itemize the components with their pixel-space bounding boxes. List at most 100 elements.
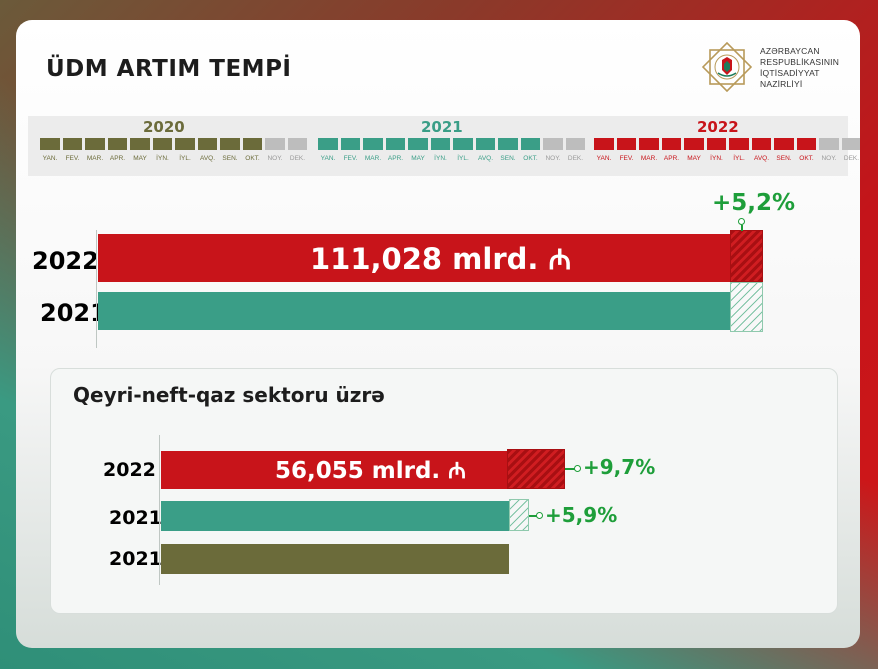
timeline-month-label: NOY. [821,155,837,162]
growth-marker-stem [741,225,743,231]
timeline-month-label: OKT. [799,155,814,162]
timeline-month-segment [706,138,726,150]
growth-increment-2022 [507,449,565,489]
timeline-month-label: YAN. [42,155,58,162]
timeline-month-label: İYL. [733,155,745,162]
timeline-month-label: AVQ. [477,155,494,162]
timeline-month-segment [130,138,150,150]
timeline-month-segment [616,138,636,150]
timeline-month-segment [385,138,405,150]
bar-2022 [161,451,508,489]
bar-value-label: 111,028 mlrd. ₼ [310,240,571,278]
timeline-month-label: FEV. [343,155,358,162]
timeline-month-segment [841,138,860,150]
timeline-month-label: MAR. [86,155,104,162]
timeline-month-segment [220,138,240,150]
timeline-month-label: DEK. [289,155,306,162]
timeline-month-segment [819,138,839,150]
timeline-month-label: APR. [663,155,680,162]
timeline-month-segment [565,138,585,150]
timeline-year-label: 2020 [143,118,185,136]
ministry-name: AZƏRBAYCAN RESPUBLİKASININ İQTİSADİYYAT … [760,46,856,90]
tick-label-2021: 2021 [109,507,162,529]
chart-axis [96,230,97,348]
manat-icon: ₼ [448,459,466,484]
timeline-month-label: MAY [687,155,701,162]
timeline-month-segment [684,138,704,150]
growth-marker [738,218,745,225]
timeline-month-segment [520,138,540,150]
timeline-year-label: 2022 [697,118,739,136]
timeline-month-segment [729,138,749,150]
timeline-month-label: NOY. [267,155,283,162]
bar-2021-base [161,544,510,574]
timeline-month-segment [107,138,127,150]
timeline-month-segment [751,138,771,150]
chart-axis [159,435,160,585]
panel-title: Qeyri-neft-qaz sektoru üzrə [73,383,385,407]
timeline-month-segment [197,138,217,150]
ministry-emblem-icon [702,42,752,92]
timeline-month-label: İYN. [434,155,447,162]
timeline-month-segment [363,138,383,150]
growth-label-2022: +9,7% [583,455,656,479]
timeline-month-label: APR. [387,155,404,162]
timeline-month-segment [265,138,285,150]
timeline-month-label: SEN. [500,155,516,162]
timeline-month-segment [594,138,614,150]
growth-marker [536,512,543,519]
manat-icon: ₼ [548,243,572,276]
timeline-month-label: İYN. [710,155,723,162]
timeline-month-segment [661,138,681,150]
timeline-month-label: MAY [411,155,425,162]
timeline-month-label: YAN. [596,155,612,162]
timeline-month-segment [498,138,518,150]
growth-increment-2021 [509,499,530,531]
timeline-month-segment [287,138,307,150]
period-timeline: 2020 YAN. FEV. MAR. APR. MAY İYN. İYL. AVQ. SEN. O… [28,116,860,176]
growth-marker [574,465,581,472]
timeline-month-segment [408,138,428,150]
timeline-month-segment [318,138,338,150]
timeline-month-label: İYL. [179,155,191,162]
tick-label-2022: 2022 [32,247,99,275]
timeline-month-segment [340,138,360,150]
infographic-card: ÜDM ARTIM TEMPİ AZƏRBAYCAN RESPUBLİKASIN… [16,20,860,648]
bar-value-text: 56,055 mlrd. [275,458,441,484]
tick-label-2021: 2021 [40,299,107,327]
timeline-month-label: FEV. [65,155,80,162]
non-oil-gas-panel: Qeyri-neft-qaz sektoru üzrə 2022 2021 20… [50,368,838,614]
timeline-month-label: NOY. [545,155,561,162]
timeline-month-label: FEV. [619,155,634,162]
timeline-month-segment [453,138,473,150]
timeline-month-label: APR. [109,155,126,162]
tick-label-2021-base: 2021 [109,548,162,570]
growth-marker-stem [529,515,541,517]
timeline-month-segment [62,138,82,150]
tick-label-2022: 2022 [103,459,156,481]
timeline-month-label: MAY [133,155,147,162]
timeline-month-label: OKT. [245,155,260,162]
bar-value-label: 56,055 mlrd. ₼ [275,455,466,485]
timeline-month-segment [774,138,794,150]
page-title: ÜDM ARTIM TEMPİ [46,56,292,82]
timeline-month-segment [242,138,262,150]
timeline-month-label: DEK. [843,155,860,162]
growth-label-total: +5,2% [712,190,796,216]
timeline-month-label: AVQ. [199,155,216,162]
timeline-month-label: MAR. [640,155,658,162]
bar-2021 [161,501,510,531]
timeline-month-segment [152,138,172,150]
timeline-month-segment [475,138,495,150]
timeline-month-segment [85,138,105,150]
timeline-month-segment [175,138,195,150]
timeline-month-label: MAR. [364,155,382,162]
ministry-line: İQTİSADİYYAT [760,68,820,78]
timeline-month-label: SEN. [222,155,238,162]
growth-increment-2022 [729,230,763,282]
ministry-line: RESPUBLİKASININ [760,57,840,67]
bar-2022 [98,234,730,282]
timeline-month-label: İYL. [457,155,469,162]
total-gdp-chart: 2022 2021 111,028 mlrd. ₼ +5,2% [16,190,860,350]
timeline-month-label: SEN. [776,155,792,162]
